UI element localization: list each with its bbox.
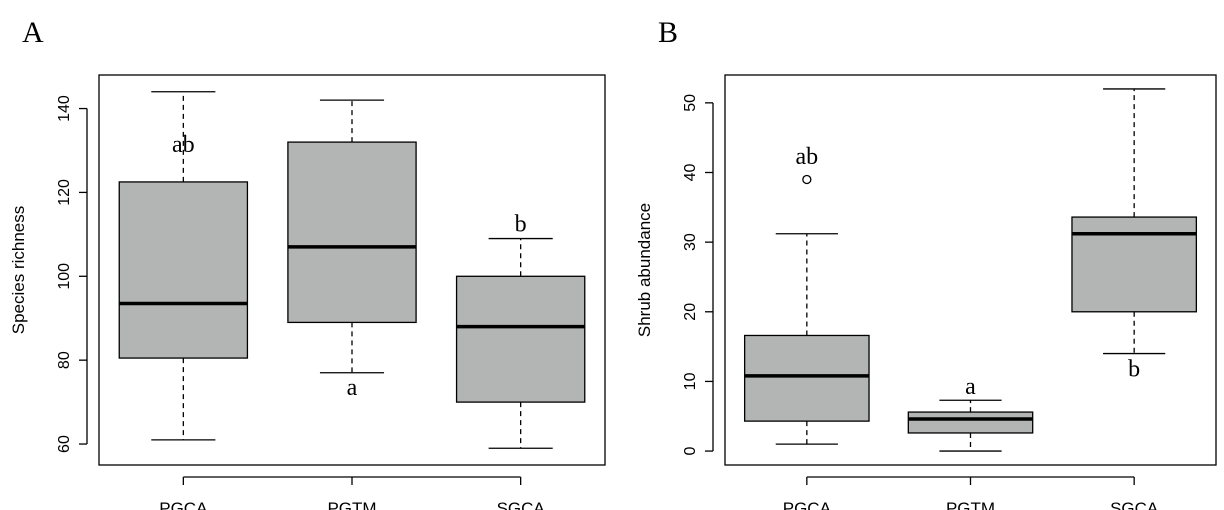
panel-letter: B bbox=[658, 16, 678, 49]
x-tick-label: PGCA bbox=[159, 499, 208, 510]
panel-b: B 0 10 20 30 40 50 PGCA PGTM SGCA Shrub abundance a… bbox=[635, 16, 1217, 510]
significance-label: ab bbox=[172, 132, 195, 158]
y-tick-label: 30 bbox=[682, 233, 699, 251]
y-axis-title: Species richness bbox=[9, 206, 28, 335]
x-tick-label: PGCA bbox=[783, 499, 832, 510]
y-tick-label: 40 bbox=[682, 164, 699, 182]
iqr-box bbox=[287, 141, 417, 324]
iqr-box bbox=[1071, 216, 1198, 313]
y-tick-label: 50 bbox=[682, 94, 699, 112]
plot-frame bbox=[724, 74, 1217, 466]
y-tick-label: 60 bbox=[56, 435, 73, 453]
x-tick-label: SGCA bbox=[1110, 499, 1159, 510]
panel-a: A 60 80 100 120 140 PGCA PGTM SGCA Species richne… bbox=[9, 16, 606, 510]
iqr-box bbox=[455, 275, 586, 403]
significance-label: a bbox=[965, 374, 976, 400]
significance-label: b bbox=[515, 211, 527, 237]
significance-label: ab bbox=[796, 144, 819, 170]
y-tick-label: 80 bbox=[56, 351, 73, 369]
x-tick-label: SGCA bbox=[497, 499, 546, 510]
y-tick-label: 10 bbox=[682, 372, 699, 390]
iqr-box bbox=[907, 411, 1034, 434]
plot-frame bbox=[98, 74, 606, 466]
x-tick-label: PGTM bbox=[327, 499, 376, 510]
significance-label: b bbox=[1128, 356, 1140, 382]
significance-label: a bbox=[347, 375, 358, 401]
y-tick-label: 100 bbox=[56, 263, 73, 290]
outlier-point bbox=[802, 174, 812, 185]
y-tick-label: 0 bbox=[682, 447, 699, 456]
y-tick-label: 140 bbox=[56, 95, 73, 122]
iqr-box bbox=[743, 334, 870, 422]
x-tick-label: PGTM bbox=[946, 499, 995, 510]
panel-letter: A bbox=[22, 16, 44, 49]
y-tick-label: 20 bbox=[682, 303, 699, 321]
y-axis-title: Shrub abundance bbox=[635, 203, 654, 337]
y-tick-label: 120 bbox=[56, 179, 73, 206]
iqr-box bbox=[118, 181, 249, 359]
